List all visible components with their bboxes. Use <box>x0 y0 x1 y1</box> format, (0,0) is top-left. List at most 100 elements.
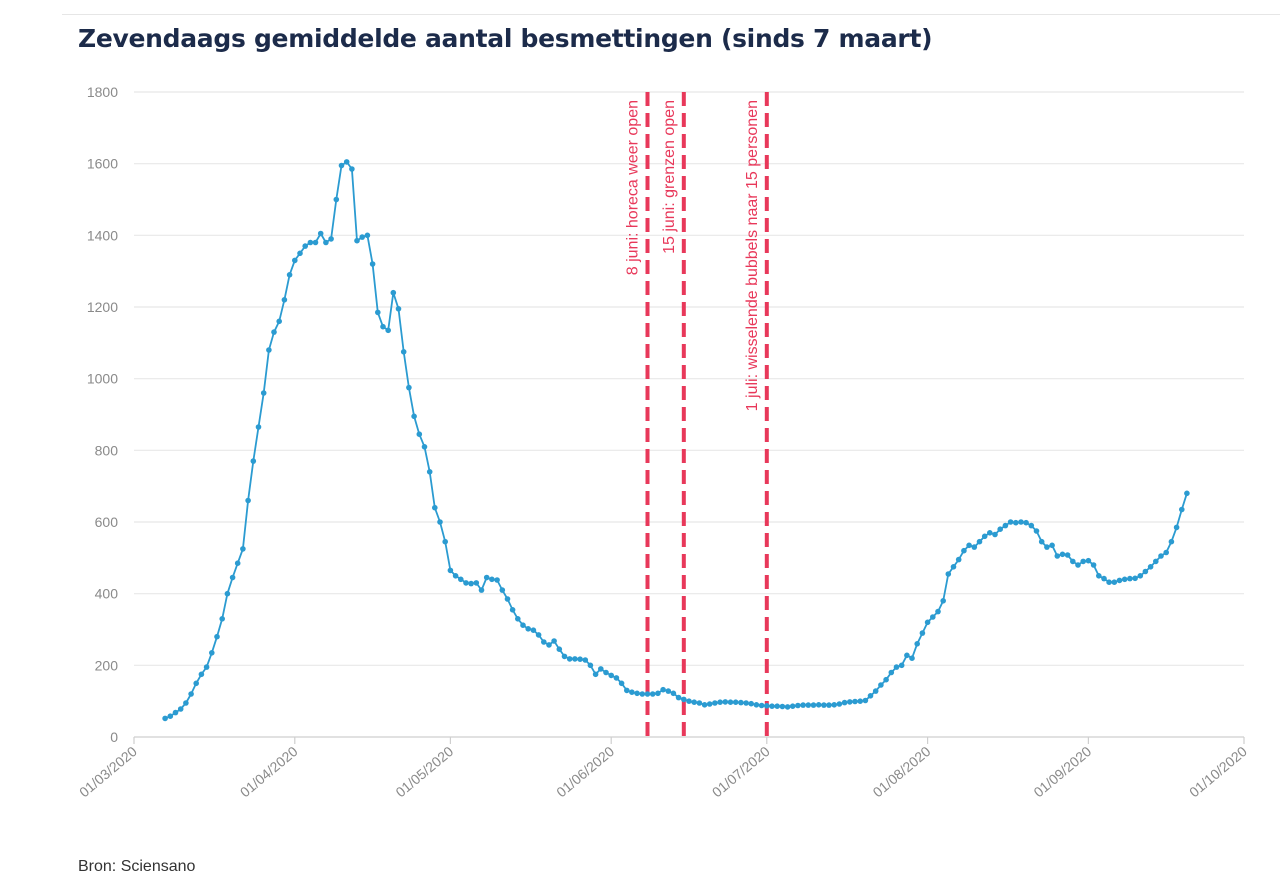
data-point <box>214 633 220 640</box>
y-tick-label: 800 <box>95 442 119 458</box>
data-point <box>375 309 381 316</box>
data-point <box>961 547 967 554</box>
data-point <box>930 614 936 620</box>
data-point <box>831 702 837 708</box>
data-point <box>323 239 329 246</box>
data-point <box>1044 544 1050 550</box>
data-point <box>494 577 500 583</box>
data-point <box>281 297 288 303</box>
data-point <box>691 699 697 705</box>
x-tick-label: 01/06/2020 <box>553 743 617 800</box>
data-point <box>883 676 889 683</box>
data-point <box>1116 577 1123 584</box>
data-point <box>302 243 309 249</box>
data-point <box>826 702 832 708</box>
data-point <box>1007 519 1014 525</box>
data-point <box>292 257 298 264</box>
data-point <box>535 632 542 638</box>
data-point <box>789 703 796 709</box>
data-point <box>841 699 848 706</box>
data-point <box>867 693 874 699</box>
data-point <box>561 653 568 660</box>
data-point <box>515 616 521 622</box>
data-point <box>1064 552 1071 558</box>
data-point <box>546 642 552 648</box>
data-point <box>717 699 723 705</box>
data-point <box>821 702 827 708</box>
data-point <box>598 666 604 672</box>
data-point <box>162 715 168 722</box>
data-point <box>1142 568 1149 575</box>
data-point <box>582 657 589 663</box>
data-point <box>1096 573 1102 579</box>
data-point <box>1137 573 1144 579</box>
data-point <box>1002 522 1009 529</box>
data-point <box>328 236 334 242</box>
data-point <box>675 694 682 701</box>
data-point <box>904 652 910 659</box>
data-point <box>234 560 241 566</box>
data-point <box>463 580 469 586</box>
data-point <box>769 703 775 709</box>
data-point <box>188 691 194 697</box>
data-point <box>686 698 692 704</box>
data-point <box>250 458 257 464</box>
data-point <box>852 698 858 705</box>
data-point <box>1106 579 1112 585</box>
data-point <box>743 700 749 706</box>
data-point <box>1080 558 1086 565</box>
data-point <box>608 672 614 679</box>
x-tick-label: 01/09/2020 <box>1030 743 1094 800</box>
data-point <box>629 689 635 695</box>
data-point <box>317 230 324 237</box>
data-point <box>1163 549 1169 556</box>
data-point <box>805 702 812 708</box>
data-point <box>587 662 594 669</box>
data-point <box>468 580 474 587</box>
data-point <box>354 237 360 244</box>
data-point <box>644 691 651 697</box>
data-point <box>452 573 459 579</box>
data-point <box>738 699 744 706</box>
data-point <box>727 699 734 705</box>
data-point <box>172 709 179 716</box>
data-point <box>229 574 236 581</box>
data-point <box>976 538 983 545</box>
data-point <box>1059 551 1066 558</box>
data-point <box>613 675 620 681</box>
annotation-label: 1 juli: wisselende bubbels naar 15 perso… <box>744 100 761 411</box>
data-point <box>520 622 526 628</box>
data-point <box>655 690 661 697</box>
data-point <box>1179 506 1185 513</box>
data-point <box>380 323 386 330</box>
data-point <box>359 234 366 240</box>
data-point <box>219 616 225 622</box>
data-point <box>624 687 630 694</box>
data-point <box>660 686 666 693</box>
chart-title: Zevendaags gemiddelde aantal besmettinge… <box>78 24 933 53</box>
data-point <box>935 608 941 615</box>
data-point <box>255 424 262 430</box>
data-point <box>779 703 786 710</box>
data-point <box>432 504 438 511</box>
data-point <box>1121 576 1128 583</box>
data-point <box>722 699 729 705</box>
data-point <box>240 546 246 552</box>
data-point <box>312 239 319 246</box>
data-point <box>530 627 537 633</box>
y-tick-label: 400 <box>95 586 119 602</box>
data-point <box>1132 575 1138 582</box>
data-point <box>992 531 998 538</box>
data-point <box>1054 553 1061 559</box>
data-point <box>1153 558 1159 565</box>
data-point <box>764 703 770 709</box>
data-point <box>426 469 433 475</box>
data-point <box>1033 528 1040 534</box>
data-point <box>981 533 988 540</box>
y-tick-label: 1200 <box>87 299 118 315</box>
data-point <box>665 688 672 694</box>
data-point <box>955 556 962 563</box>
data-point <box>1158 553 1164 559</box>
data-point <box>1075 562 1081 568</box>
